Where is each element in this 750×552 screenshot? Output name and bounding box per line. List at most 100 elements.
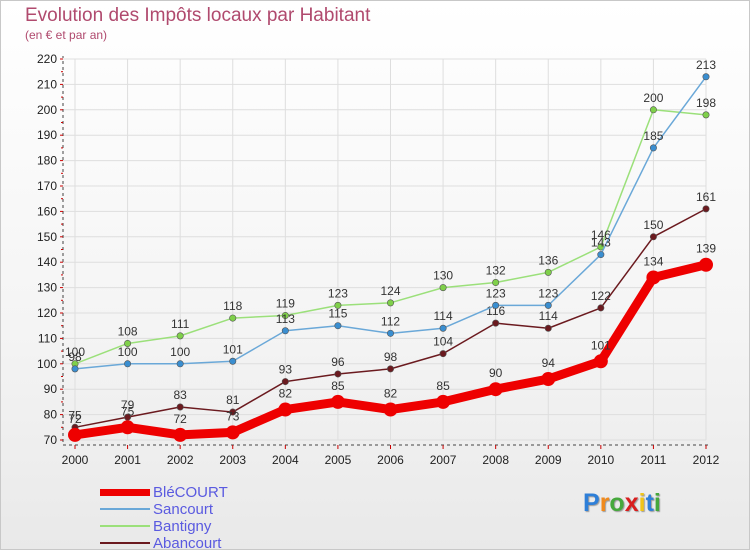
data-point-abancourt [649,233,657,241]
data-point-abancourt [334,370,342,378]
x-tick-label: 2007 [430,453,457,467]
data-label-blcourt: 139 [696,242,716,256]
data-label-blcourt: 75 [121,404,135,418]
y-tick-label: 170 [37,179,57,193]
data-label-bantigny: 123 [328,286,348,300]
data-label-bantigny: 100 [65,345,85,359]
data-label-abancourt: 104 [433,335,453,349]
data-point-blcourt [278,402,293,417]
legend-label-abancourt: Abancourt [153,535,222,552]
y-tick-label: 190 [37,128,57,142]
data-label-blcourt: 90 [489,366,503,380]
data-label-bantigny: 146 [591,228,611,242]
x-tick-label: 2006 [377,453,404,467]
data-label-bantigny: 200 [643,91,663,105]
legend-label-blecourt: BléCOURT [153,484,228,501]
data-label-sancourt: 113 [276,312,295,326]
data-label-abancourt: 114 [539,309,558,323]
y-tick-label: 70 [44,433,58,447]
y-tick-label: 210 [37,77,57,91]
data-point-bantigny [386,299,394,307]
chart-title: Evolution des Impôts locaux par Habitant [25,5,371,26]
data-label-blcourt: 134 [643,254,663,268]
x-tick-label: 2001 [114,453,141,467]
data-label-abancourt: 81 [226,393,240,407]
data-point-blcourt [330,394,345,409]
x-tick-label: 2011 [641,453,667,467]
data-point-sancourt [176,360,184,368]
data-point-sancourt [649,144,657,152]
data-label-sancourt: 123 [538,286,558,300]
data-point-blcourt [173,427,188,442]
data-label-bantigny: 132 [486,264,506,278]
data-point-blcourt [699,257,713,272]
legend-label-bantigny: Bantigny [153,518,212,535]
y-tick-label: 110 [38,331,57,345]
data-point-sancourt [702,73,710,81]
data-point-sancourt [544,301,552,309]
y-tick-label: 90 [44,382,58,396]
data-point-sancourt [281,327,289,335]
legend-swatch-blecourt [100,489,150,496]
data-point-abancourt [492,319,500,327]
x-tick-label: 2002 [167,453,194,467]
data-label-sancourt: 114 [434,309,453,323]
x-tick-label: 2000 [62,453,89,467]
data-point-blcourt [436,394,451,409]
data-label-sancourt: 98 [68,350,82,364]
data-point-abancourt [597,304,605,312]
data-label-abancourt: 98 [384,350,398,364]
data-label-bantigny: 111 [171,317,190,331]
data-label-blcourt: 72 [173,412,187,426]
data-point-sancourt [334,322,342,330]
data-point-abancourt [439,350,447,358]
logo-letter: P [583,489,600,517]
logo-letter: o [609,489,625,517]
proxiti-logo: Proxiti [583,489,661,518]
data-point-blcourt [68,427,82,442]
chart-subtitle: (en € et par an) [25,28,108,42]
data-point-blcourt [120,420,135,435]
legend-swatch-abancourt [100,542,150,544]
data-label-blcourt: 72 [68,412,82,426]
data-label-sancourt: 123 [486,286,506,300]
data-point-abancourt [702,205,710,213]
data-point-sancourt [439,324,447,332]
data-point-blcourt [225,425,240,440]
data-label-bantigny: 124 [380,284,400,298]
data-label-bantigny: 198 [696,96,716,110]
data-label-blcourt: 85 [331,379,345,393]
data-point-abancourt [544,324,552,332]
x-tick-label: 2003 [219,453,246,467]
data-label-blcourt: 85 [436,379,450,393]
data-point-sancourt [597,251,605,259]
data-label-abancourt: 83 [173,388,187,402]
data-point-bantigny [176,332,184,340]
y-tick-label: 130 [37,281,57,295]
data-label-bantigny: 108 [118,324,138,338]
data-label-blcourt: 82 [384,387,398,401]
legend-swatch-sancourt [100,508,150,510]
data-label-sancourt: 115 [328,307,347,321]
logo-letter: x [624,489,639,517]
data-point-bantigny [229,314,237,322]
data-point-bantigny [492,279,500,287]
data-point-blcourt [541,372,556,387]
data-label-abancourt: 96 [331,355,345,369]
data-point-blcourt [646,270,661,285]
data-point-blcourt [593,354,608,369]
logo-letter: r [599,489,610,517]
y-tick-label: 200 [37,103,57,117]
data-label-sancourt: 100 [118,345,138,359]
data-point-bantigny [649,106,657,114]
data-point-bantigny [281,312,289,320]
data-point-blcourt [488,382,503,397]
data-label-abancourt: 161 [696,190,716,204]
data-label-sancourt: 101 [223,342,243,356]
legend-swatch-bantigny [100,525,150,527]
data-label-sancourt: 100 [170,345,190,359]
y-tick-label: 220 [37,52,57,66]
x-tick-label: 2004 [272,453,299,467]
data-label-sancourt: 185 [643,129,663,143]
